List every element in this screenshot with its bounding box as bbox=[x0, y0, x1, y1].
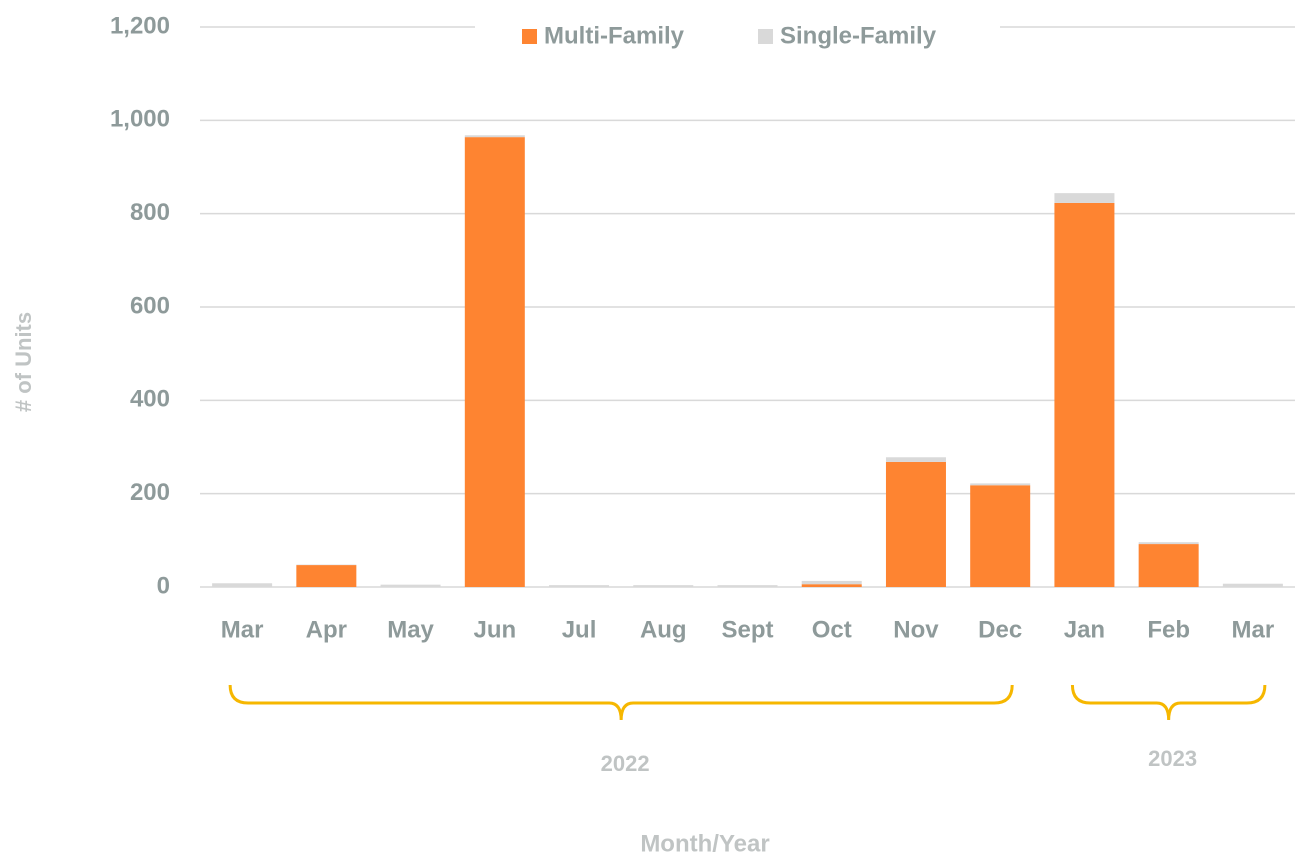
x-tick-label: Feb bbox=[1147, 616, 1190, 643]
y-tick-label: 800 bbox=[130, 199, 170, 226]
year-brace bbox=[228, 684, 1014, 721]
bar-segment bbox=[633, 585, 694, 587]
bar-segment bbox=[970, 485, 1031, 587]
year-label: 2023 bbox=[1148, 746, 1197, 771]
bar-segment bbox=[1054, 193, 1115, 203]
bar-segment bbox=[717, 585, 778, 587]
bar-segment bbox=[464, 135, 525, 138]
legend-swatch bbox=[758, 29, 773, 44]
y-tick-label: 0 bbox=[157, 572, 170, 599]
x-tick-label: Sept bbox=[721, 616, 773, 643]
x-tick-label: Nov bbox=[893, 616, 939, 643]
y-axis-title: # of Units bbox=[11, 312, 36, 412]
bar-segment bbox=[1054, 202, 1115, 587]
year-label: 2022 bbox=[601, 751, 650, 776]
x-tick-label: Jan bbox=[1064, 616, 1105, 643]
year-brace bbox=[1070, 684, 1267, 721]
bar-segment bbox=[801, 584, 862, 587]
x-tick-label: Dec bbox=[978, 616, 1022, 643]
bar-segment bbox=[464, 137, 525, 587]
x-tick-label: Apr bbox=[306, 616, 347, 643]
y-tick-label: 600 bbox=[130, 292, 170, 319]
bar-segment bbox=[296, 565, 357, 587]
bar-segment bbox=[801, 580, 862, 585]
x-tick-label: Jun bbox=[473, 616, 516, 643]
y-tick-label: 1,000 bbox=[110, 106, 170, 133]
x-tick-label: May bbox=[387, 616, 434, 643]
y-tick-label: 1,200 bbox=[110, 12, 170, 39]
bar-segment bbox=[1138, 542, 1199, 545]
x-tick-label: Mar bbox=[221, 616, 264, 643]
x-tick-label: Aug bbox=[640, 616, 687, 643]
bar-segment bbox=[885, 457, 946, 462]
bar-segment bbox=[1222, 583, 1283, 587]
x-tick-label: Mar bbox=[1232, 616, 1275, 643]
legend-background bbox=[475, 12, 1000, 62]
bar-segment bbox=[549, 585, 610, 587]
y-tick-label: 400 bbox=[130, 386, 170, 413]
y-tick-label: 200 bbox=[130, 479, 170, 506]
legend-label: Single-Family bbox=[780, 22, 937, 49]
x-axis-title: Month/Year bbox=[640, 830, 769, 857]
x-tick-label: Jul bbox=[562, 616, 597, 643]
bar-segment bbox=[1138, 544, 1199, 587]
legend-label: Multi-Family bbox=[544, 22, 685, 49]
bar-segment bbox=[970, 483, 1031, 486]
legend-swatch bbox=[522, 29, 537, 44]
bar-segment bbox=[885, 461, 946, 587]
bar-segment bbox=[380, 584, 441, 587]
bar-segment bbox=[212, 583, 273, 587]
x-tick-label: Oct bbox=[812, 616, 852, 643]
